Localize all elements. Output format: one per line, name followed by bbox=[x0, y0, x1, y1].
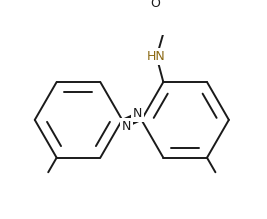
Text: N: N bbox=[133, 107, 142, 120]
Text: O: O bbox=[150, 0, 160, 11]
Text: N: N bbox=[122, 120, 131, 133]
Text: HN: HN bbox=[147, 50, 166, 63]
